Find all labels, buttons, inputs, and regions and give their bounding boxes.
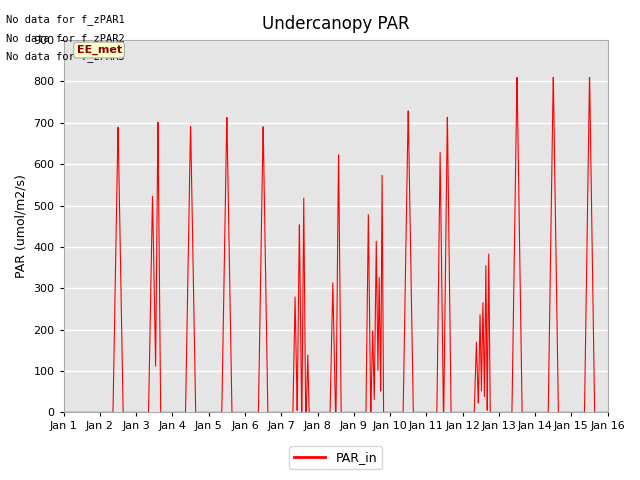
Legend: PAR_in: PAR_in	[289, 446, 382, 469]
Text: EE_met: EE_met	[77, 45, 122, 55]
Y-axis label: PAR (umol/m2/s): PAR (umol/m2/s)	[15, 174, 28, 278]
Text: No data for f_zPAR2: No data for f_zPAR2	[6, 33, 125, 44]
Title: Undercanopy PAR: Undercanopy PAR	[262, 15, 410, 33]
Text: No data for f_zPAR1: No data for f_zPAR1	[6, 14, 125, 25]
Text: No data for f_zPAR3: No data for f_zPAR3	[6, 51, 125, 62]
